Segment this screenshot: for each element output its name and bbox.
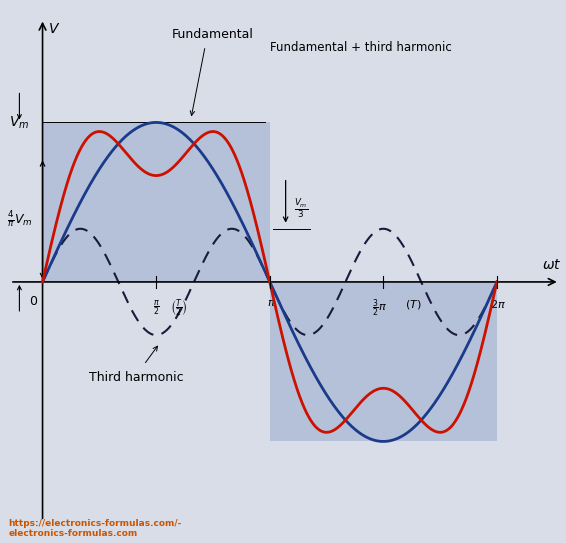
Text: $\pi$: $\pi$ [267,298,276,308]
Text: Fundamental + third harmonic: Fundamental + third harmonic [270,41,452,54]
Text: Third harmonic: Third harmonic [89,371,184,384]
Bar [270,282,497,441]
Text: $(T)$: $(T)$ [405,298,422,311]
Bar [42,122,270,282]
Text: $\frac{\pi}{2}$: $\frac{\pi}{2}$ [153,298,160,317]
Text: $V_m$: $V_m$ [9,114,29,131]
Text: $\left(\frac{T}{2}\right)$: $\left(\frac{T}{2}\right)$ [170,298,188,319]
Text: https://electronics-formulas.com/-
electronics-formulas.com: https://electronics-formulas.com/- elect… [8,519,182,538]
Text: $0$: $0$ [29,295,38,308]
Text: $2\pi$: $2\pi$ [490,298,507,310]
Text: $\frac{4}{\pi}V_m$: $\frac{4}{\pi}V_m$ [7,210,32,230]
Text: Fundamental: Fundamental [171,28,254,41]
Text: $V$: $V$ [48,22,61,36]
Text: $\frac{3}{2}\pi$: $\frac{3}{2}\pi$ [372,298,387,319]
Text: $\frac{V_m}{3}$: $\frac{V_m}{3}$ [294,198,308,221]
Text: $\omega t$: $\omega t$ [542,258,562,273]
